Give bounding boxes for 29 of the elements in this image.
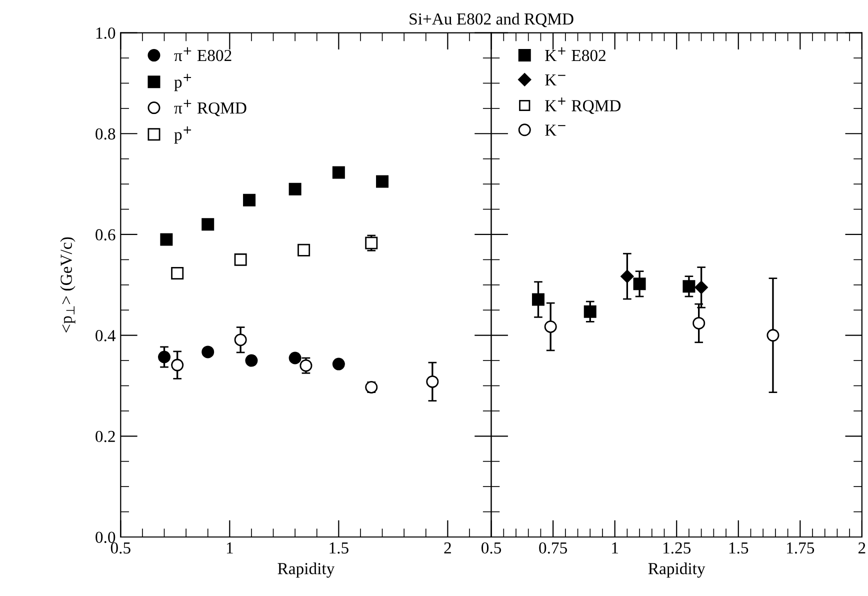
x-tick-label: 1.5 — [330, 542, 348, 554]
y-tick-label: 0.2 — [96, 430, 115, 442]
y-tick-label: 0.0 — [96, 532, 116, 544]
legend-label: p$^{+}$ — [174, 74, 192, 92]
y-axis-title: <p$_{⊥}$> (GeV/c) — [60, 237, 76, 332]
x-tick-label: 1 — [612, 542, 618, 554]
y-tick-label: 0.8 — [96, 128, 116, 140]
x-axis-title: Rapidity — [648, 562, 706, 578]
y-tick-label: 1.0 — [96, 27, 116, 39]
x-tick-label: 0.5 — [110, 542, 130, 554]
legend-label: K$^{+}$ E802 — [545, 47, 606, 62]
legend-label: K$^{+}$ RQMD — [545, 97, 621, 114]
x-tick-label: 1 — [226, 542, 233, 554]
x-tick-label: 2 — [858, 542, 866, 554]
x-tick-label: 2 — [444, 542, 451, 554]
x-tick-label: 0.5 — [482, 542, 502, 554]
y-tick-label: 0.6 — [96, 229, 116, 240]
legend-label: K$^{−}$ — [545, 124, 566, 136]
x-tick-label: 0.75 — [539, 542, 567, 554]
x-tick-label: 1.5 — [729, 542, 748, 554]
legend-label: π$^{+}$ E802 — [174, 47, 232, 62]
y-tick-label: 0.4 — [96, 330, 116, 342]
legend-label: π$^{+}$ RQMD — [174, 100, 246, 116]
legend-label: p$^{+}$ — [174, 126, 192, 144]
chart-title: Si+Au E802 and RQMD — [410, 12, 574, 28]
legend-label: K$^{−}$ — [545, 74, 566, 86]
x-axis-title: Rapidity — [278, 562, 335, 578]
x-tick-label: 1.75 — [787, 542, 814, 554]
x-tick-label: 1.25 — [663, 542, 691, 554]
